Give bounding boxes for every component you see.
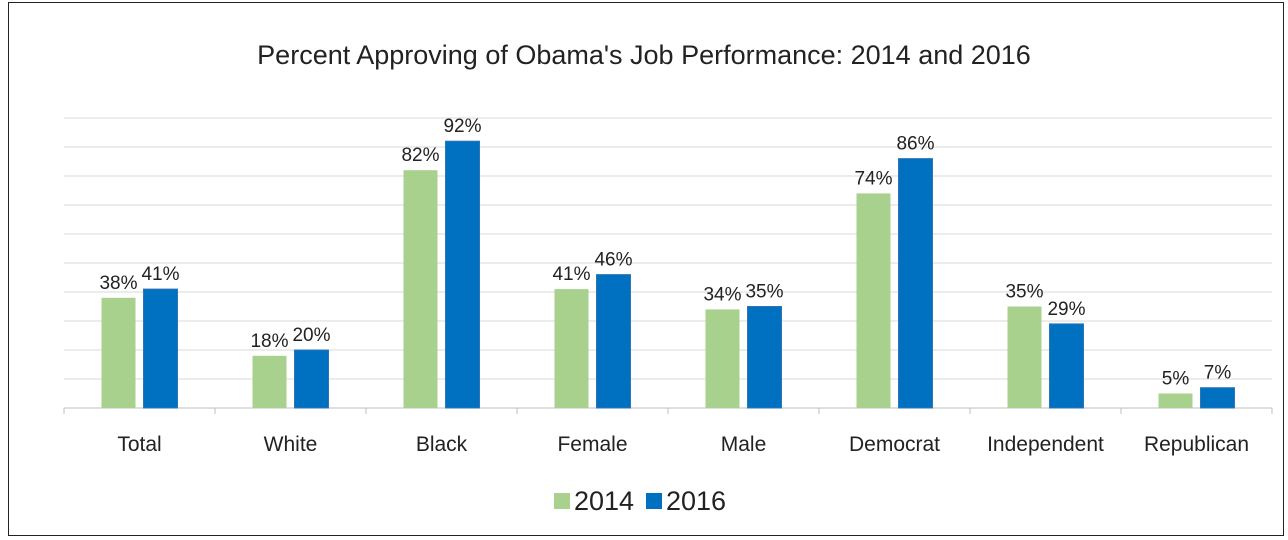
x-tick-label: White bbox=[264, 433, 318, 456]
legend-label-2016: 2016 bbox=[666, 486, 726, 516]
bar-2016-republican bbox=[1200, 387, 1235, 409]
legend-swatch-2016 bbox=[646, 493, 662, 509]
bar-2014-female bbox=[554, 289, 589, 408]
chart-title: Percent Approving of Obama's Job Perform… bbox=[257, 40, 1031, 70]
legend-swatch-2014 bbox=[554, 493, 570, 509]
data-label: 34% bbox=[703, 284, 741, 305]
bar-2016-male bbox=[747, 306, 782, 409]
data-label: 35% bbox=[1005, 282, 1043, 303]
data-label: 41% bbox=[141, 264, 179, 285]
data-label: 35% bbox=[745, 282, 783, 303]
x-tick-label: Female bbox=[557, 433, 627, 456]
bar-2014-independent bbox=[1007, 306, 1042, 408]
bar-2016-total bbox=[143, 288, 178, 409]
bar-2014-white bbox=[252, 355, 287, 408]
data-label: 38% bbox=[99, 273, 137, 294]
data-label: 74% bbox=[854, 168, 892, 189]
bar-2016-democrat bbox=[898, 158, 933, 409]
bar-2016-white bbox=[294, 349, 329, 409]
bar-2014-total bbox=[101, 297, 136, 408]
bar-2016-black bbox=[445, 140, 480, 409]
x-tick-label: Independent bbox=[987, 433, 1104, 456]
bar-2016-female bbox=[596, 274, 631, 409]
data-label: 86% bbox=[896, 134, 934, 155]
bar-2014-republican bbox=[1158, 393, 1193, 408]
data-label: 46% bbox=[594, 250, 632, 271]
data-label: 41% bbox=[552, 264, 590, 285]
x-tick-label: Democrat bbox=[849, 433, 940, 456]
data-label: 29% bbox=[1047, 299, 1085, 320]
bar-2014-democrat bbox=[856, 193, 891, 408]
legend-label-2014: 2014 bbox=[574, 486, 634, 516]
x-tick-label: Republican bbox=[1144, 433, 1249, 456]
bar-2014-male bbox=[705, 309, 740, 408]
data-label: 7% bbox=[1204, 363, 1232, 384]
x-tick-label: Male bbox=[721, 433, 767, 456]
bar-2016-independent bbox=[1049, 323, 1084, 409]
x-tick-label: Total bbox=[117, 433, 161, 456]
data-label: 5% bbox=[1162, 369, 1190, 390]
data-label: 92% bbox=[443, 116, 481, 137]
data-label: 82% bbox=[401, 145, 439, 166]
data-label: 20% bbox=[292, 325, 330, 346]
bar-2014-black bbox=[403, 170, 438, 408]
chart-frame bbox=[8, 2, 1284, 536]
data-label: 18% bbox=[250, 331, 288, 352]
x-tick-label: Black bbox=[416, 433, 468, 456]
